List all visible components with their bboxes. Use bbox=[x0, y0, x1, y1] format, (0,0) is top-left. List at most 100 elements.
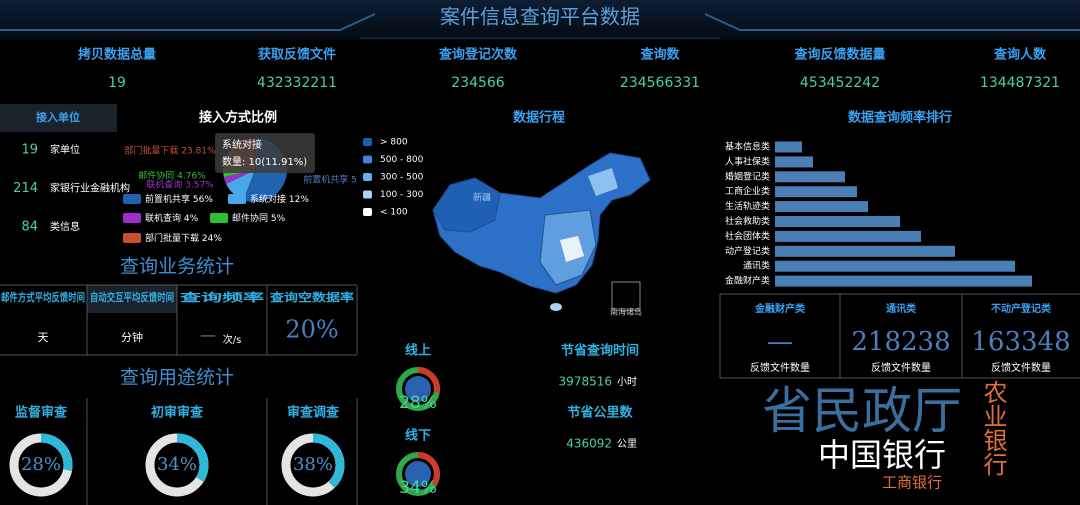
pie-annotation: 邮件协同 4.76% bbox=[138, 170, 206, 182]
map-title: 数据行程 bbox=[513, 110, 565, 126]
legend-swatch bbox=[123, 194, 141, 204]
savings-unit: 公里 bbox=[617, 438, 637, 450]
cell-bg bbox=[87, 285, 177, 313]
tooltip-bg bbox=[215, 133, 315, 173]
business-value: — bbox=[200, 326, 216, 345]
legend-value: 5% bbox=[271, 214, 286, 224]
legend-name: 邮件协同 bbox=[232, 212, 268, 224]
donut-value bbox=[9, 433, 73, 497]
legend-label: 部门批量下载 24% bbox=[145, 232, 222, 244]
savings-value: 3978516 bbox=[559, 375, 612, 389]
map-legend-label: < 100 bbox=[380, 208, 408, 218]
legend-label: 邮件协同 5% bbox=[232, 212, 286, 224]
gauge-inner bbox=[405, 376, 431, 402]
gauge-label: 28% bbox=[399, 393, 437, 413]
unit-label: 家单位 bbox=[50, 143, 80, 156]
units-title: 接入单位 bbox=[36, 110, 80, 124]
section-title: 查询业务统计 bbox=[120, 256, 234, 278]
feedback-category: 通讯类 bbox=[886, 302, 916, 315]
map-legend-swatch bbox=[363, 190, 372, 199]
pie-annotation: 前置机共享 5 bbox=[303, 174, 357, 186]
map-label: 南海诸岛 bbox=[610, 307, 642, 317]
bar bbox=[775, 245, 955, 257]
word: 省民政厅 bbox=[762, 382, 962, 440]
chart-title: 数据查询频率排行 bbox=[848, 110, 952, 126]
feedback-caption: 反馈文件数量 bbox=[991, 361, 1051, 374]
gauge-value bbox=[396, 367, 440, 411]
donut-label: 34% bbox=[157, 454, 197, 475]
units-header-bg bbox=[0, 104, 117, 132]
legend-swatch bbox=[228, 194, 246, 204]
feedback-value: 163348 bbox=[971, 327, 1070, 357]
bar-label: 动产登记类 bbox=[725, 245, 770, 257]
savings-value: 436092 bbox=[566, 437, 612, 451]
bar-label: 通讯类 bbox=[743, 260, 770, 272]
bar bbox=[775, 171, 845, 183]
pie-annotation: 联机查询 3.57% bbox=[146, 179, 214, 191]
bar-label: 工商企业类 bbox=[725, 185, 770, 197]
bar bbox=[775, 201, 868, 213]
business-unit: 天 bbox=[38, 331, 49, 344]
stat-label: 查询登记次数 bbox=[438, 47, 518, 63]
bar bbox=[775, 141, 802, 153]
unit-label: 类信息 bbox=[50, 220, 80, 233]
map-region bbox=[560, 236, 584, 262]
stat-value: 134487321 bbox=[980, 75, 1060, 91]
map-region bbox=[588, 168, 618, 196]
legend-label: 系统对接 12% bbox=[250, 193, 309, 205]
legend-name: 前置机共享 bbox=[145, 193, 190, 205]
header-deco bbox=[704, 13, 1080, 31]
map-legend-label: 100 - 300 bbox=[380, 190, 424, 200]
legend-label: 联机查询 4% bbox=[145, 212, 199, 224]
donut-value bbox=[281, 433, 345, 497]
unit-value: 19 bbox=[21, 143, 38, 158]
donut-label: 38% bbox=[293, 454, 333, 475]
legend-name: 系统对接 bbox=[250, 193, 286, 205]
chart-title: 接入方式比例 bbox=[199, 110, 277, 126]
bar-label: 婚姻登记类 bbox=[725, 170, 770, 182]
pie-slice bbox=[226, 170, 255, 200]
bar-label: 生活轨迹类 bbox=[725, 200, 770, 212]
legend-swatch bbox=[210, 213, 228, 223]
feedback-category: 金融财产类 bbox=[754, 302, 805, 315]
channel-label: 线上 bbox=[405, 343, 431, 359]
legend-name: 部门批量下载 bbox=[145, 232, 199, 244]
stat-value: 432332211 bbox=[257, 75, 337, 91]
unit-value: 214 bbox=[13, 181, 38, 196]
savings-label: 节省公里数 bbox=[567, 405, 633, 421]
stat-label: 拷贝数据总量 bbox=[78, 47, 156, 63]
feedback-category: 不动产登记类 bbox=[991, 302, 1051, 315]
map-inset bbox=[611, 281, 641, 311]
legend-value: 4% bbox=[184, 214, 199, 224]
business-label: 查询频率 bbox=[180, 290, 264, 304]
unit-value: 84 bbox=[21, 220, 38, 235]
map-legend-label: 500 - 800 bbox=[380, 155, 424, 165]
bar-label: 社会救助类 bbox=[725, 215, 770, 227]
word: 中国银行 bbox=[818, 436, 946, 474]
unit-label: 家银行业金融机构 bbox=[50, 182, 130, 195]
legend-swatch bbox=[123, 233, 141, 243]
map-label: 新疆 bbox=[473, 192, 491, 204]
legend-name: 联机查询 bbox=[145, 212, 181, 224]
usage-label: 监督审查 bbox=[15, 405, 68, 421]
pie-slice bbox=[223, 170, 255, 184]
stat-value: 234566 bbox=[451, 75, 505, 91]
map-legend-swatch bbox=[363, 155, 372, 164]
page-title: 案件信息查询平台数据 bbox=[440, 5, 640, 29]
business-value: 20% bbox=[285, 316, 338, 344]
business-label: 自动交互平均反馈时间 bbox=[90, 290, 174, 304]
bar bbox=[775, 275, 1032, 287]
stat-value: 234566331 bbox=[620, 75, 700, 91]
donut-value bbox=[145, 433, 209, 497]
map-legend-label: > 800 bbox=[380, 138, 408, 148]
feedback-value: 218238 bbox=[851, 327, 950, 357]
usage-label: 审查调查 bbox=[287, 405, 340, 421]
donut-label: 28% bbox=[21, 454, 61, 475]
feedback-caption: 反馈文件数量 bbox=[750, 361, 810, 374]
savings-label: 节省查询时间 bbox=[561, 343, 639, 359]
map-legend-swatch bbox=[363, 138, 372, 146]
map-legend-swatch bbox=[363, 208, 372, 216]
stat-label: 获取反馈文件 bbox=[258, 47, 336, 63]
